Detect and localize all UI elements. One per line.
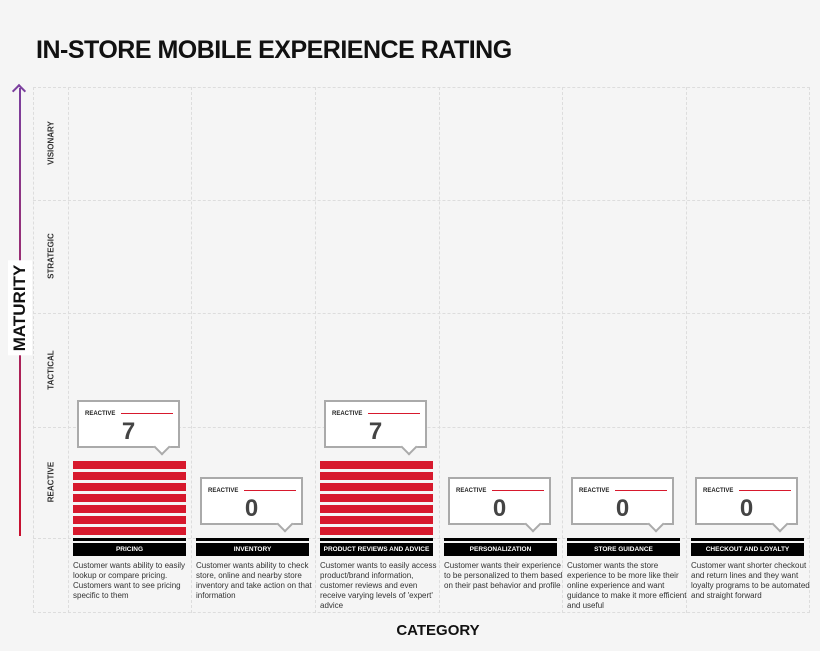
chart-title: IN-STORE MOBILE EXPERIENCE RATING	[36, 36, 512, 64]
callout-rule	[492, 490, 544, 491]
baseline	[73, 538, 186, 541]
value-callout: REACTIVE 0	[448, 477, 551, 533]
bar-segment	[73, 527, 186, 535]
category-description: Customer wants their experience to be pe…	[444, 561, 563, 590]
category-column: REACTIVE 0 PERSONALIZATION Customer wants t…	[444, 0, 562, 651]
value-callout: REACTIVE 7	[324, 400, 427, 456]
level-label: REACTIVE	[46, 461, 56, 503]
category-description: Customer wants the store experience to b…	[567, 561, 687, 610]
category-column: REACTIVE 0 INVENTORY Customer wants ability…	[196, 0, 312, 651]
category-column: REACTIVE 0 STORE GUIDANCE Customer wants th…	[567, 0, 686, 651]
arrow-up-icon	[11, 83, 27, 99]
grid-line	[315, 87, 316, 613]
bar-segment	[73, 505, 186, 513]
bar-segment	[320, 472, 433, 480]
callout-rule	[121, 413, 173, 414]
data-label: 0	[492, 495, 507, 522]
level-label: STRATEGIC	[46, 233, 56, 279]
baseline	[444, 538, 557, 541]
bar-segment	[320, 494, 433, 502]
baseline	[567, 538, 680, 541]
data-label: 7	[121, 418, 136, 445]
bar-segment	[320, 527, 433, 535]
baseline	[320, 538, 433, 541]
category-label: INVENTORY	[196, 543, 309, 556]
bar-segment	[73, 483, 186, 491]
bar-segment	[73, 494, 186, 502]
grid-line	[33, 313, 810, 314]
grid-line	[562, 87, 563, 613]
value-callout: REACTIVE 0	[200, 477, 303, 533]
callout-rule	[368, 413, 420, 414]
bar-segment	[73, 472, 186, 480]
bar-segment	[73, 461, 186, 469]
data-label: 7	[368, 418, 383, 445]
grid-line	[68, 87, 69, 613]
category-description: Customer wants ability to easily lookup …	[73, 561, 186, 600]
callout-rule	[739, 490, 791, 491]
baseline	[691, 538, 804, 541]
data-label: 0	[615, 495, 630, 522]
category-label: CHECKOUT AND LOYALTY	[691, 543, 804, 556]
category-description: Customer wants to easily access product/…	[320, 561, 437, 610]
level-label: VISIONARY	[46, 121, 56, 165]
category-description: Customer wants ability to check store, o…	[196, 561, 312, 600]
y-axis-label: MATURITY	[8, 260, 32, 356]
bar-segment	[320, 505, 433, 513]
callout-level: REACTIVE	[85, 411, 116, 417]
callout-rule	[244, 490, 296, 491]
bar-segment	[73, 516, 186, 524]
category-label: PRICING	[73, 543, 186, 556]
data-label: 0	[739, 495, 754, 522]
bar-segment	[320, 461, 433, 469]
category-label: STORE GUIDANCE	[567, 543, 680, 556]
bar-segment	[320, 516, 433, 524]
baseline	[196, 538, 309, 541]
grid-line	[439, 87, 440, 613]
callout-level: REACTIVE	[208, 488, 239, 494]
grid-line	[191, 87, 192, 613]
category-column: REACTIVE 7 PRICING Customer wants ability t…	[73, 0, 186, 651]
callout-level: REACTIVE	[703, 488, 734, 494]
chart-grid	[33, 87, 810, 613]
value-callout: REACTIVE 0	[695, 477, 798, 533]
level-label: TACTICAL	[46, 350, 56, 390]
category-label: PRODUCT REVIEWS AND ADVICE	[320, 543, 433, 556]
callout-rule	[615, 490, 667, 491]
data-label: 0	[244, 495, 259, 522]
grid-line	[33, 200, 810, 201]
callout-level: REACTIVE	[332, 411, 363, 417]
grid-line	[686, 87, 687, 613]
x-axis-label: CATEGORY	[396, 622, 480, 639]
value-callout: REACTIVE 7	[77, 400, 180, 456]
callout-level: REACTIVE	[456, 488, 487, 494]
category-label: PERSONALIZATION	[444, 543, 557, 556]
bar-segment	[320, 483, 433, 491]
category-column: REACTIVE 0 CHECKOUT AND LOYALTY Customer wa…	[691, 0, 810, 651]
category-description: Customer want shorter checkout and retur…	[691, 561, 810, 600]
category-column: REACTIVE 7 PRODUCT REVIEWS AND ADVICE Custo…	[320, 0, 437, 651]
value-callout: REACTIVE 0	[571, 477, 674, 533]
callout-level: REACTIVE	[579, 488, 610, 494]
